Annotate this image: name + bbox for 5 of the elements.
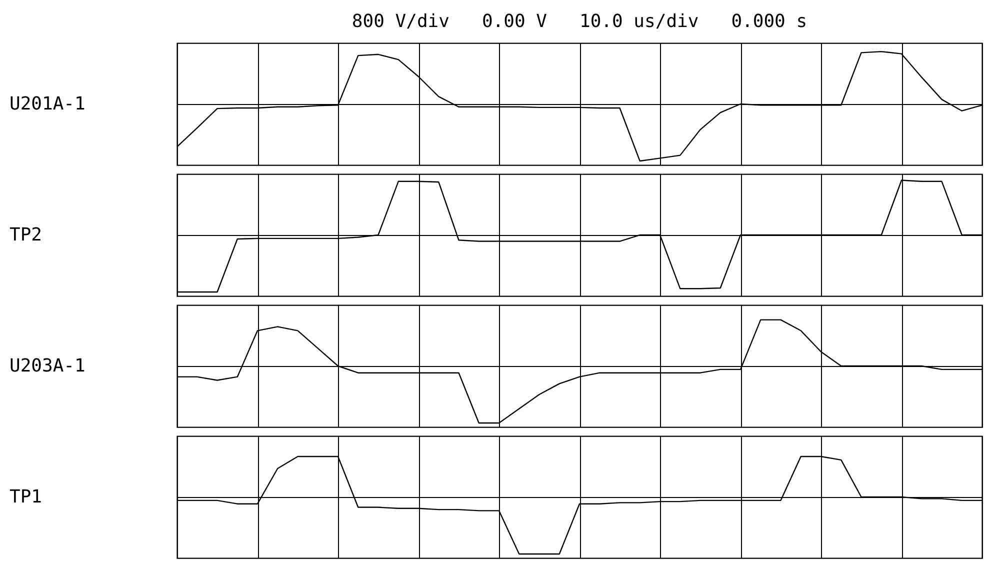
y-axis-title: U203A-1 (10, 356, 86, 376)
y-axis-title: TP2 (10, 224, 42, 246)
y-axis-title: TP1 (10, 486, 42, 508)
y-axis-title: U201A-1 (10, 94, 86, 114)
chart-title: 800 V/div 0.00 V 10.0 us/div 0.000 s (352, 11, 808, 32)
